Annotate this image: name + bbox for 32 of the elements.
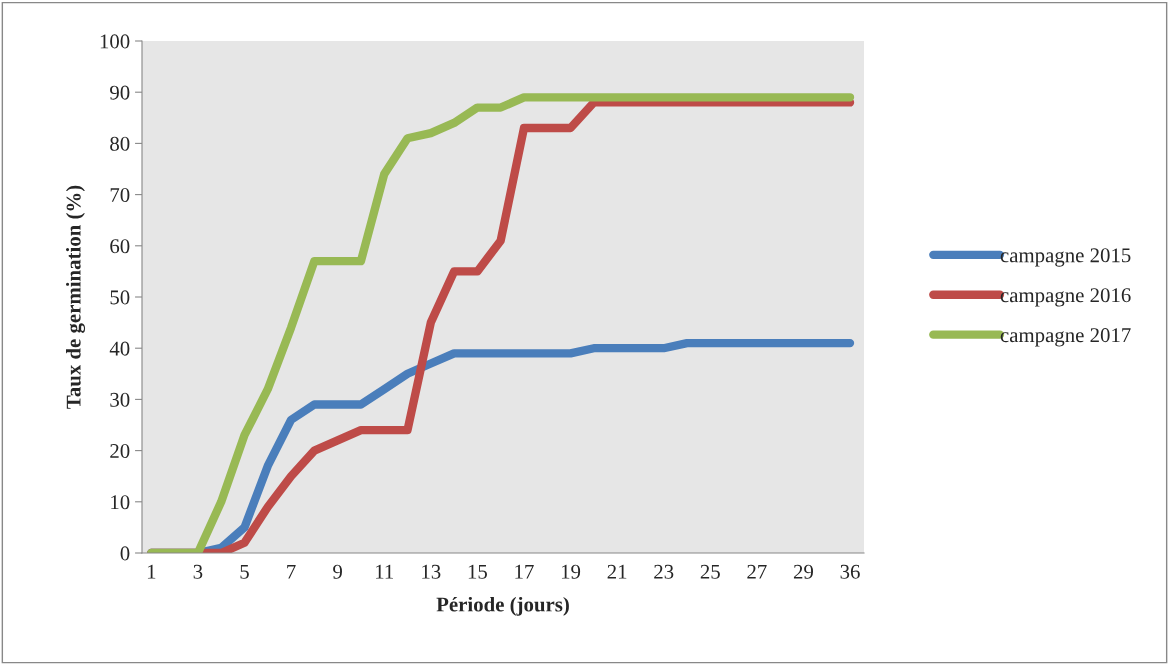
- x-tick-label: 7: [287, 564, 296, 579]
- x-tick-label: 3: [193, 564, 203, 579]
- y-tick-label: 40: [109, 341, 130, 356]
- x-tick-label: 5: [240, 564, 249, 579]
- y-tick-label: 100: [100, 34, 130, 49]
- y-tick-label: 20: [110, 443, 130, 459]
- y-tick-label: 70: [110, 187, 130, 203]
- x-tick-label: 27: [747, 564, 767, 579]
- y-tick-label: 50: [110, 290, 130, 305]
- x-axis-title: Période (jours): [436, 596, 569, 616]
- x-tick-label: 13: [422, 564, 441, 579]
- x-tick-label: 29: [793, 564, 814, 579]
- y-tick-label: 0: [120, 546, 130, 561]
- legend-label: campagne 2016: [1000, 288, 1131, 307]
- legend-label: campagne 2015: [1000, 248, 1131, 267]
- x-tick-label: 36: [840, 564, 860, 579]
- x-tick-label: 23: [654, 564, 674, 579]
- y-axis-title: Taux de germination (%): [66, 185, 86, 409]
- y-tick-label: 60: [110, 239, 130, 254]
- x-tick-label: 17: [515, 564, 534, 579]
- x-tick-label: 1: [147, 564, 156, 579]
- x-tick-label: 19: [561, 564, 581, 579]
- x-tick-label: 15: [468, 564, 487, 579]
- x-tick-label: 11: [376, 564, 393, 579]
- y-tick-label: 10: [111, 495, 130, 510]
- x-tick-label: 9: [333, 564, 342, 579]
- x-tick-label: 25: [700, 564, 720, 579]
- y-tick-label: 30: [110, 392, 130, 407]
- legend-label: campagne 2017: [1000, 328, 1131, 347]
- y-tick-label: 80: [110, 136, 130, 151]
- x-tick-label: 21: [607, 564, 627, 579]
- y-tick-label: 90: [110, 85, 130, 100]
